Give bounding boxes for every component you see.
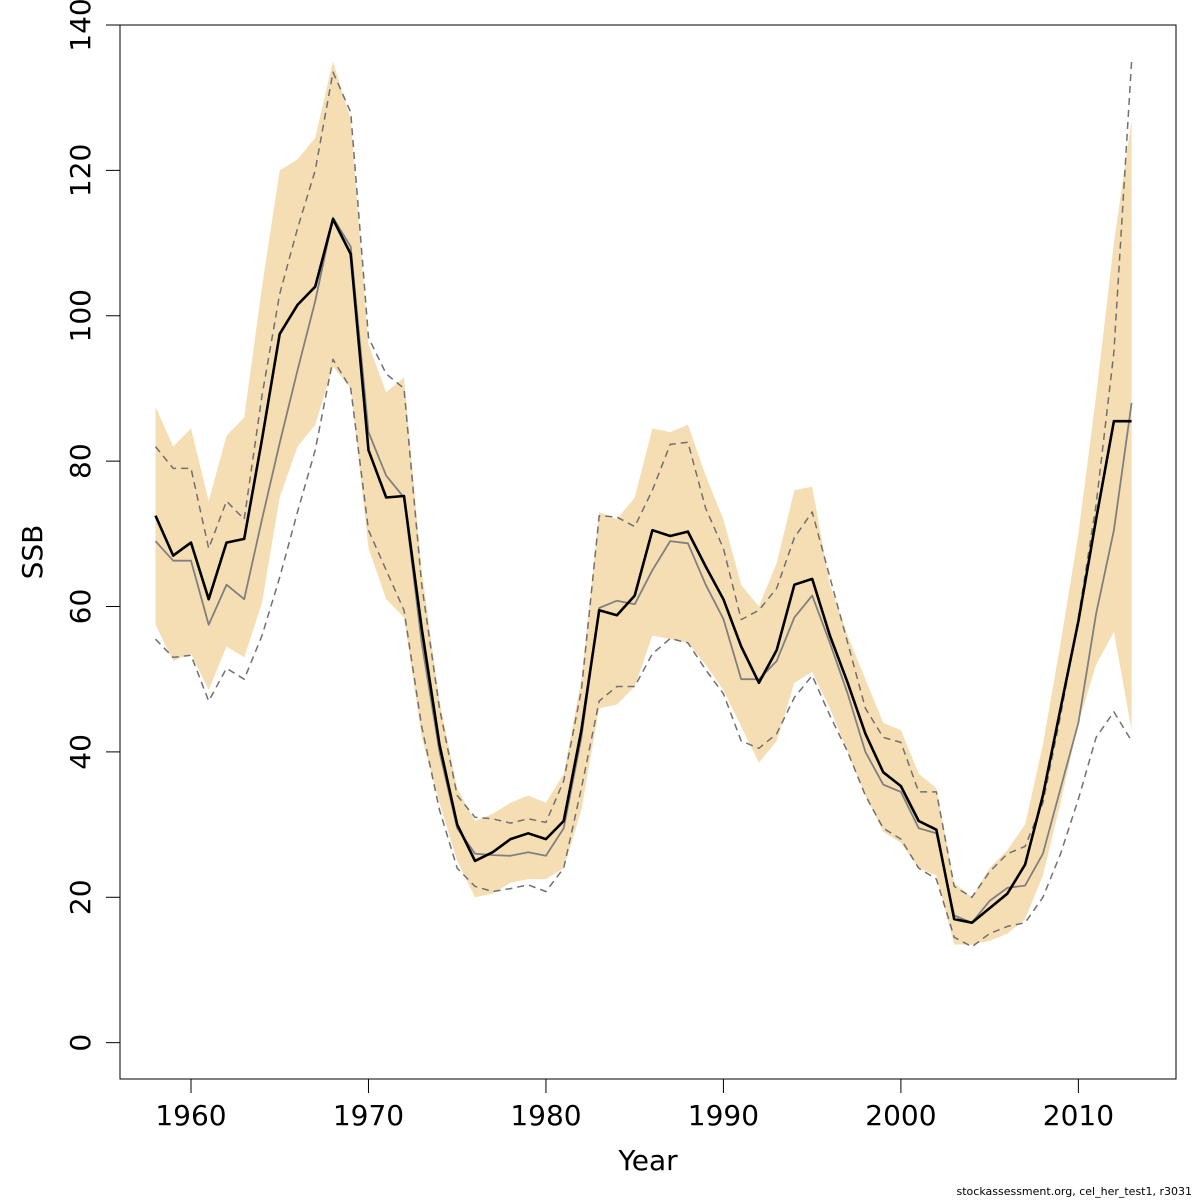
y-tick-label: 60 [64,589,97,625]
x-tick-label: 2000 [865,1099,936,1132]
y-tick-label: 0 [64,1034,97,1052]
footer-credit: stockassessment.org, cel_her_test1, r303… [956,1185,1193,1198]
y-tick-label: 40 [64,734,97,770]
x-axis-label: Year [617,1144,678,1177]
x-tick-label: 1960 [155,1099,226,1132]
dashed-lower-line [154,358,1133,948]
ssb-estimate-line [154,217,1132,925]
confidence-band [155,61,1132,945]
x-tick-label: 1970 [333,1099,404,1132]
y-axis-label: SSB [16,525,49,580]
plot-frame [119,24,1177,1080]
y-tick-label: 20 [64,879,97,915]
x-tick-label: 1980 [510,1099,581,1132]
dashed-upper-line [154,61,1133,899]
x-axis: 1960 1970 1980 1990 2000 2010 [155,1079,1114,1132]
y-tick-label: 140 [64,0,97,52]
x-tick-label: 1990 [688,1099,759,1132]
y-axis: 0 20 40 60 80 100 120 140 [64,0,120,1052]
y-tick-label: 120 [64,144,97,197]
y-tick-label: 100 [64,289,97,342]
x-tick-label: 2010 [1043,1099,1114,1132]
y-tick-label: 80 [64,443,97,479]
